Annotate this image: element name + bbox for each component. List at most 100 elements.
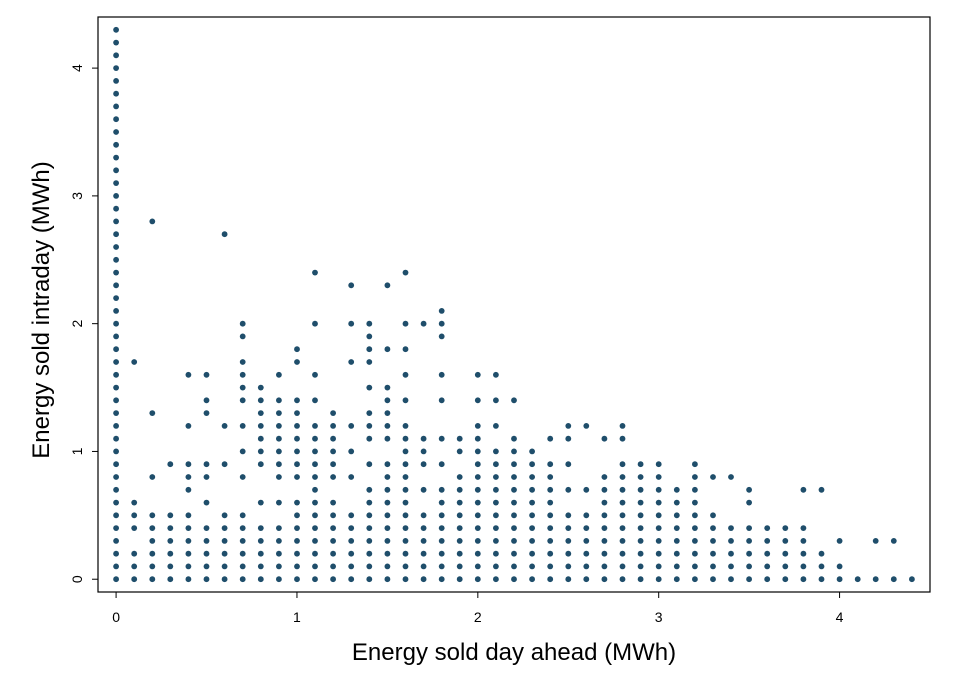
data-point: [294, 550, 300, 557]
data-point: [113, 525, 119, 531]
data-point: [149, 550, 156, 557]
data-point: [348, 512, 355, 519]
data-point: [113, 78, 119, 84]
data-point: [257, 461, 264, 468]
data-point: [746, 538, 752, 544]
data-point: [474, 550, 481, 557]
data-point: [601, 563, 608, 570]
data-point: [185, 461, 192, 468]
data-point: [384, 346, 391, 353]
data-point: [312, 435, 318, 442]
x-axis: 0 1 2 3 4: [112, 592, 844, 625]
data-point: [239, 333, 246, 340]
data-point: [113, 499, 119, 506]
data-point: [619, 499, 626, 506]
data-point: [601, 512, 608, 519]
data-point: [456, 435, 463, 442]
data-point: [710, 538, 716, 544]
data-point: [619, 423, 626, 429]
data-point: [203, 525, 210, 531]
data-point: [131, 499, 138, 506]
data-point: [221, 525, 228, 531]
data-point: [294, 525, 300, 531]
data-point: [728, 563, 734, 570]
data-point: [113, 550, 119, 557]
data-point: [221, 576, 228, 583]
data-point: [276, 550, 282, 557]
data-point: [547, 499, 554, 506]
data-point: [692, 576, 698, 583]
data-point: [583, 563, 590, 570]
data-point: [276, 525, 282, 531]
data-point: [348, 538, 355, 544]
data-point: [257, 448, 264, 455]
data-point: [294, 397, 300, 404]
data-point: [113, 65, 119, 71]
data-point: [746, 576, 752, 583]
data-point: [239, 448, 246, 455]
data-point: [402, 525, 409, 531]
data-point: [800, 525, 807, 531]
data-point: [113, 333, 119, 340]
data-point: [565, 538, 572, 544]
data-point: [239, 538, 246, 544]
data-point: [113, 563, 119, 570]
data-point: [836, 563, 843, 570]
data-point: [420, 320, 427, 327]
data-point: [728, 550, 734, 557]
data-point: [673, 563, 680, 570]
data-point: [474, 538, 481, 544]
data-point: [782, 525, 789, 531]
data-point: [384, 486, 391, 493]
data-point: [113, 39, 119, 46]
data-point: [619, 576, 626, 583]
data-point: [384, 576, 391, 583]
data-point: [203, 563, 210, 570]
data-point: [312, 371, 318, 378]
data-point: [131, 563, 138, 570]
data-point: [565, 435, 572, 442]
data-point: [565, 576, 572, 583]
data-point: [818, 576, 825, 583]
data-point: [113, 435, 119, 442]
data-point: [203, 461, 210, 468]
data-point: [655, 563, 662, 570]
data-point: [257, 384, 264, 391]
data-point: [547, 474, 554, 480]
data-point: [692, 512, 698, 519]
data-point: [402, 576, 409, 583]
data-point: [673, 550, 680, 557]
data-point: [547, 563, 554, 570]
data-point: [239, 371, 246, 378]
data-point: [529, 461, 535, 468]
data-point: [637, 474, 644, 480]
data-point: [438, 397, 445, 404]
data-point: [312, 525, 318, 531]
data-point: [366, 499, 373, 506]
data-point: [113, 295, 119, 301]
data-point: [493, 461, 499, 468]
data-point: [637, 486, 644, 493]
data-point: [294, 435, 300, 442]
data-point: [203, 499, 210, 506]
y-tick-label: 4: [69, 64, 85, 72]
data-point: [312, 538, 318, 544]
data-point: [547, 550, 554, 557]
data-point: [113, 538, 119, 544]
data-point: [203, 410, 210, 416]
data-point: [474, 397, 481, 404]
data-point: [167, 461, 174, 468]
data-point: [113, 423, 119, 429]
data-point: [655, 576, 662, 583]
data-point: [203, 538, 210, 544]
data-point: [348, 359, 355, 365]
data-point: [294, 563, 300, 570]
data-point: [474, 512, 481, 519]
data-point: [384, 538, 391, 544]
data-point: [149, 410, 156, 416]
data-point: [474, 499, 481, 506]
data-point: [276, 499, 282, 506]
data-point: [384, 499, 391, 506]
data-point: [474, 474, 481, 480]
data-point: [800, 563, 807, 570]
